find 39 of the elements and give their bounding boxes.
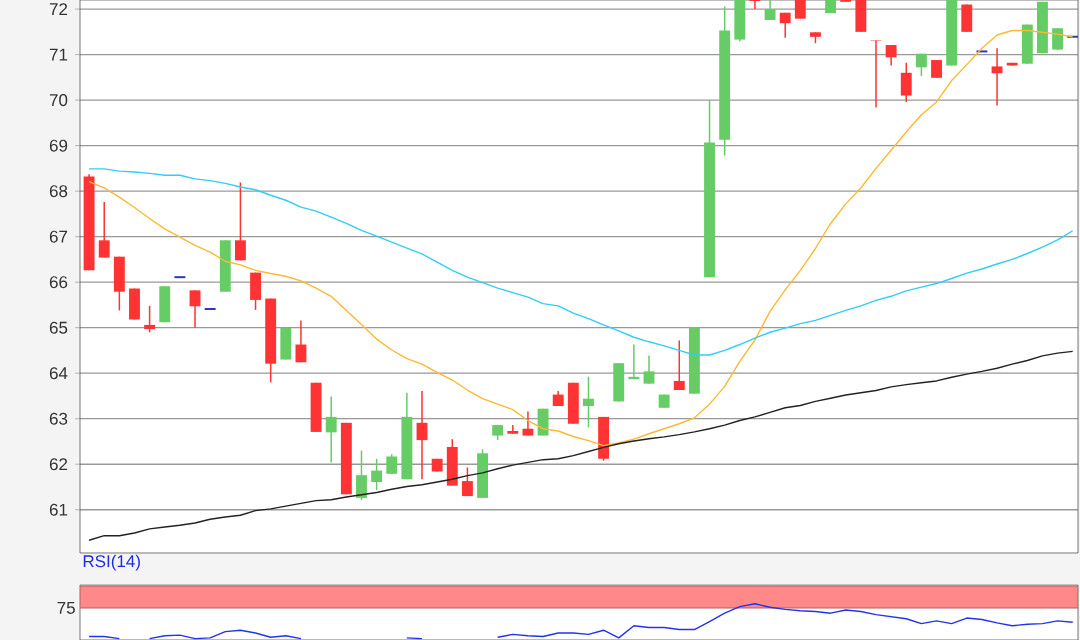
y-tick-label: 66 (49, 276, 68, 289)
candlestick (885, 44, 897, 67)
candlestick (461, 466, 473, 497)
y-tick-label: 65 (49, 321, 68, 334)
chart-title: RSI(14) (83, 554, 140, 571)
y-tick-label: 68 (49, 185, 68, 198)
y-tick-label: 67 (49, 230, 68, 243)
candlestick (295, 319, 307, 364)
y-tick-label: 69 (49, 139, 68, 152)
candlestick (325, 395, 337, 464)
candlestick (173, 276, 187, 279)
y-tick-label: 63 (49, 412, 68, 425)
candlestick (507, 424, 519, 435)
candlestick (371, 458, 383, 491)
candlestick (203, 308, 217, 311)
line-series (88, 168, 1074, 356)
candlestick (234, 181, 246, 262)
candlestick (356, 449, 367, 501)
y-tick-label: 64 (49, 367, 68, 380)
candlestick (870, 39, 882, 109)
y-tick-label: 71 (49, 48, 68, 61)
candlestick (98, 201, 110, 259)
y-tick-label: 72 (49, 3, 68, 16)
candlestick (643, 354, 655, 385)
candlestick (144, 305, 156, 333)
candlestick (522, 410, 534, 437)
candlestick (779, 11, 791, 39)
candlestick (673, 339, 685, 391)
y-tick-label: 62 (49, 458, 68, 471)
candlestick (189, 289, 201, 329)
candlestick (748, 0, 762, 10)
candlestick (900, 62, 912, 103)
y-tick-label: 70 (49, 94, 68, 107)
y-tick-label: 61 (49, 503, 68, 516)
candlestick (386, 453, 398, 475)
candlestick (416, 390, 428, 480)
candlestick (583, 376, 594, 429)
text: 75 (57, 602, 75, 614)
candlestick (991, 47, 1003, 107)
